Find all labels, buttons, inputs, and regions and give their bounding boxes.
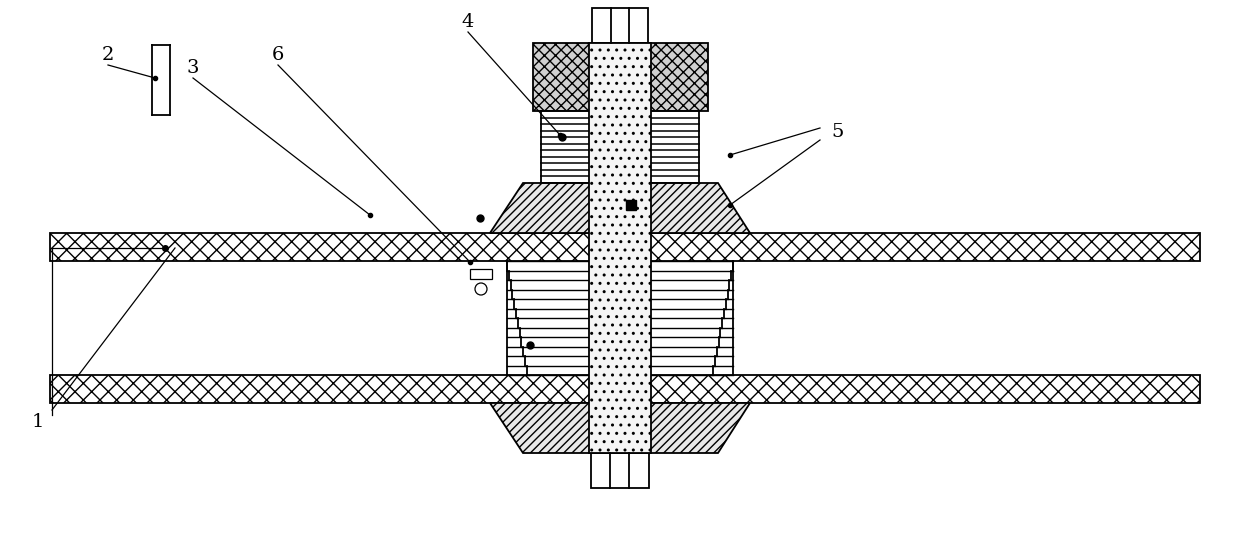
Polygon shape bbox=[490, 183, 750, 233]
Bar bbox=[507, 261, 733, 375]
Bar bbox=[50, 375, 1200, 403]
Bar bbox=[591, 453, 649, 488]
Text: 5: 5 bbox=[832, 123, 844, 141]
Text: 4: 4 bbox=[461, 13, 474, 31]
Bar bbox=[591, 8, 649, 43]
Bar bbox=[589, 43, 651, 453]
Text: 2: 2 bbox=[102, 46, 114, 64]
Bar bbox=[541, 111, 699, 183]
Bar bbox=[470, 269, 492, 279]
Bar bbox=[50, 233, 1200, 261]
Polygon shape bbox=[490, 403, 750, 453]
Bar bbox=[533, 43, 708, 111]
Text: 6: 6 bbox=[272, 46, 284, 64]
Circle shape bbox=[475, 283, 487, 295]
Bar bbox=[626, 200, 636, 210]
Text: 3: 3 bbox=[187, 59, 200, 77]
Text: 1: 1 bbox=[32, 413, 45, 431]
